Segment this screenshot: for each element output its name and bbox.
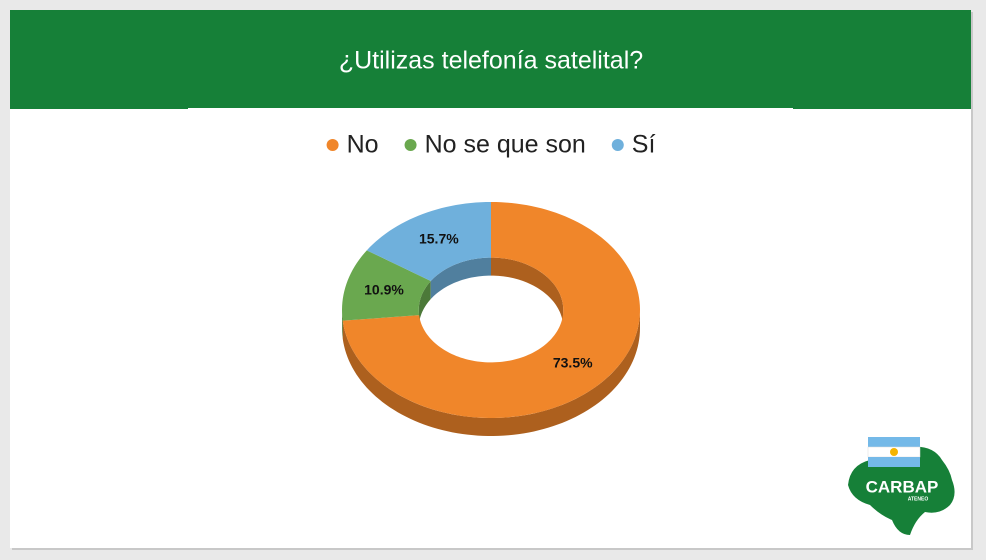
legend-label: Sí xyxy=(632,131,656,159)
chart-title: ¿Utilizas telefonía satelital? xyxy=(339,47,643,75)
inner-wall xyxy=(430,257,491,300)
outer-wall xyxy=(342,310,343,339)
legend-label: No se que son xyxy=(425,131,586,159)
outer-wall xyxy=(342,310,640,436)
logo-name: CARBAP xyxy=(866,477,939,496)
legend-label: No xyxy=(347,131,379,159)
data-label: 15.7% xyxy=(419,230,459,246)
donut-chart: 73.5% 10.9% 15.7% xyxy=(342,202,640,436)
logo-flag-stripe xyxy=(868,437,920,447)
side-walls xyxy=(342,257,640,436)
data-label: 10.9% xyxy=(364,281,404,297)
donut-slice xyxy=(342,202,640,418)
legend-marker xyxy=(404,139,417,151)
donut-slice xyxy=(342,250,431,321)
legend-marker xyxy=(326,139,339,151)
inner-wall xyxy=(491,257,564,328)
logo-sun xyxy=(890,448,898,456)
donut-slice xyxy=(366,202,491,282)
logo-subtitle: ATENEO xyxy=(908,496,929,502)
header-band xyxy=(10,10,971,109)
logo-shape xyxy=(848,446,955,535)
data-label: 73.5% xyxy=(553,354,593,370)
legend-marker xyxy=(611,139,624,151)
logo-flag-stripe xyxy=(868,457,920,467)
logo: CARBAP ATENEO xyxy=(848,437,955,535)
inner-wall xyxy=(418,281,431,328)
legend: No No se que son Sí xyxy=(326,131,656,159)
